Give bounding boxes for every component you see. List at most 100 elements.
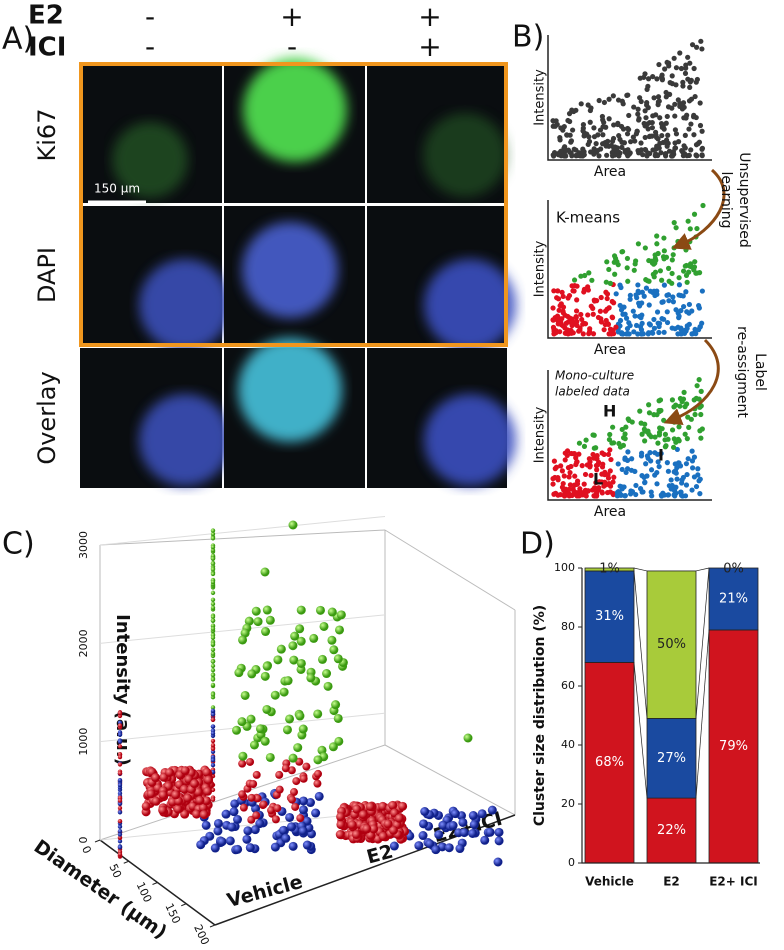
- point: [682, 70, 689, 76]
- point: [648, 458, 654, 464]
- point: [686, 152, 692, 159]
- point: [602, 308, 609, 314]
- scatter-point: [259, 800, 268, 809]
- point: [665, 436, 671, 442]
- value-label: 31%: [595, 609, 624, 624]
- point: [600, 124, 606, 130]
- point: [684, 279, 690, 285]
- point: [636, 117, 642, 123]
- point: [654, 233, 660, 239]
- point: [666, 148, 673, 154]
- point: [599, 450, 605, 456]
- scatter-point: [260, 671, 270, 681]
- scatter-point: [295, 711, 305, 721]
- scatter-point: [335, 830, 345, 840]
- point: [697, 324, 703, 330]
- scatter-point: [117, 852, 123, 857]
- point: [646, 133, 653, 140]
- point: [593, 492, 599, 498]
- box-edge: [384, 744, 516, 816]
- point: [577, 486, 583, 492]
- point: [579, 316, 585, 323]
- bar-segment: [646, 797, 697, 864]
- point: [606, 266, 612, 273]
- point: [561, 473, 567, 479]
- point: [679, 149, 686, 155]
- point: [601, 483, 607, 489]
- scatter-point: [210, 597, 216, 602]
- d-tick-label: 50: [106, 862, 124, 880]
- point: [568, 139, 574, 145]
- point: [699, 128, 705, 134]
- scatter-point: [299, 805, 309, 815]
- point: [608, 456, 614, 463]
- point: [679, 399, 685, 405]
- point: [667, 80, 673, 86]
- scatter-point: [210, 547, 216, 553]
- scatter-point: [358, 810, 368, 820]
- scatter-point: [296, 814, 305, 823]
- scatter-point: [180, 766, 190, 776]
- point: [664, 113, 670, 120]
- scatter-point: [493, 857, 503, 867]
- scatter-point: [210, 647, 216, 652]
- point: [683, 262, 690, 269]
- point: [670, 149, 677, 155]
- value-label: 79%: [719, 739, 748, 754]
- point: [683, 461, 690, 467]
- scatter-point: [389, 841, 399, 851]
- point: [661, 316, 667, 322]
- scatter-point: [240, 628, 250, 638]
- scatter-point: [362, 824, 372, 834]
- point: [688, 416, 694, 422]
- scatter-point: [288, 795, 297, 804]
- point: [550, 152, 556, 158]
- point: [669, 153, 675, 159]
- point: [645, 331, 651, 337]
- point: [666, 278, 672, 284]
- point: [663, 443, 669, 449]
- point: [612, 271, 618, 277]
- tick: [181, 903, 187, 907]
- point: [698, 388, 704, 394]
- scatter-point: [419, 819, 429, 829]
- scatter-point: [455, 844, 465, 854]
- scatter-point: [253, 794, 262, 803]
- point: [659, 277, 665, 283]
- scatter-point: [288, 520, 298, 530]
- point: [654, 309, 661, 315]
- point: [643, 461, 649, 467]
- point: [633, 131, 640, 137]
- point: [610, 93, 616, 99]
- point: [624, 131, 631, 137]
- scatter-point: [117, 762, 123, 767]
- point: [599, 464, 606, 470]
- point: [610, 424, 616, 430]
- scatter-point: [270, 842, 280, 852]
- point: [646, 321, 652, 327]
- point: [631, 104, 637, 110]
- z-label: Intensity (a.u.): [112, 614, 133, 766]
- scatter-point: [165, 768, 175, 778]
- point: [616, 149, 622, 155]
- value-label: 1%: [599, 562, 620, 577]
- point: [586, 134, 592, 140]
- scatter-point: [336, 820, 346, 830]
- row-label: Overlay: [33, 371, 61, 464]
- point: [598, 294, 604, 301]
- scatter-point: [210, 601, 216, 607]
- scatter-point: [249, 740, 259, 750]
- point: [617, 136, 623, 143]
- point: [657, 140, 663, 147]
- point: [691, 132, 697, 138]
- point: [651, 316, 657, 323]
- scatter-point: [327, 635, 337, 645]
- point: [644, 121, 651, 127]
- scatter-point: [246, 714, 256, 724]
- scatter-point: [210, 797, 216, 802]
- point: [696, 396, 702, 402]
- scatter-point: [414, 841, 424, 851]
- point: [635, 106, 641, 112]
- cell: [423, 113, 507, 197]
- micrographs: [80, 58, 516, 488]
